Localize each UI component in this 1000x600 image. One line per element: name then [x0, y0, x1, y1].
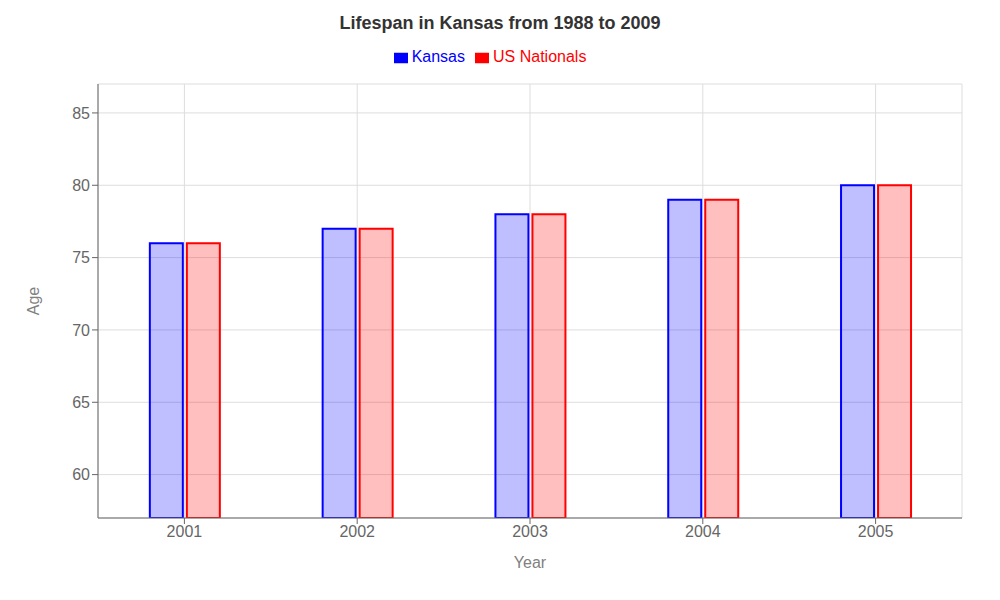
svg-text:Year: Year — [514, 554, 547, 571]
svg-text:2002: 2002 — [339, 523, 375, 540]
svg-text:70: 70 — [72, 322, 90, 339]
html-text:US Nationals: US Nationals — [493, 48, 587, 65]
svg-text:60: 60 — [72, 466, 90, 483]
html-text:Kansas: Kansas — [411, 48, 465, 65]
svg-text:75: 75 — [72, 249, 90, 266]
html-text:Lifespan in Kansas from 1988 t: Lifespan in Kansas from 1988 to 2009 — [339, 13, 661, 33]
svg-text:2003: 2003 — [512, 523, 548, 540]
svg-text:65: 65 — [72, 394, 90, 411]
svg-text:Age: Age — [25, 287, 42, 316]
svg-text:85: 85 — [72, 105, 90, 122]
svg-text:2004: 2004 — [685, 523, 721, 540]
svg-text:2005: 2005 — [858, 523, 894, 540]
svg-text:2001: 2001 — [167, 523, 203, 540]
svg-text:80: 80 — [72, 177, 90, 194]
